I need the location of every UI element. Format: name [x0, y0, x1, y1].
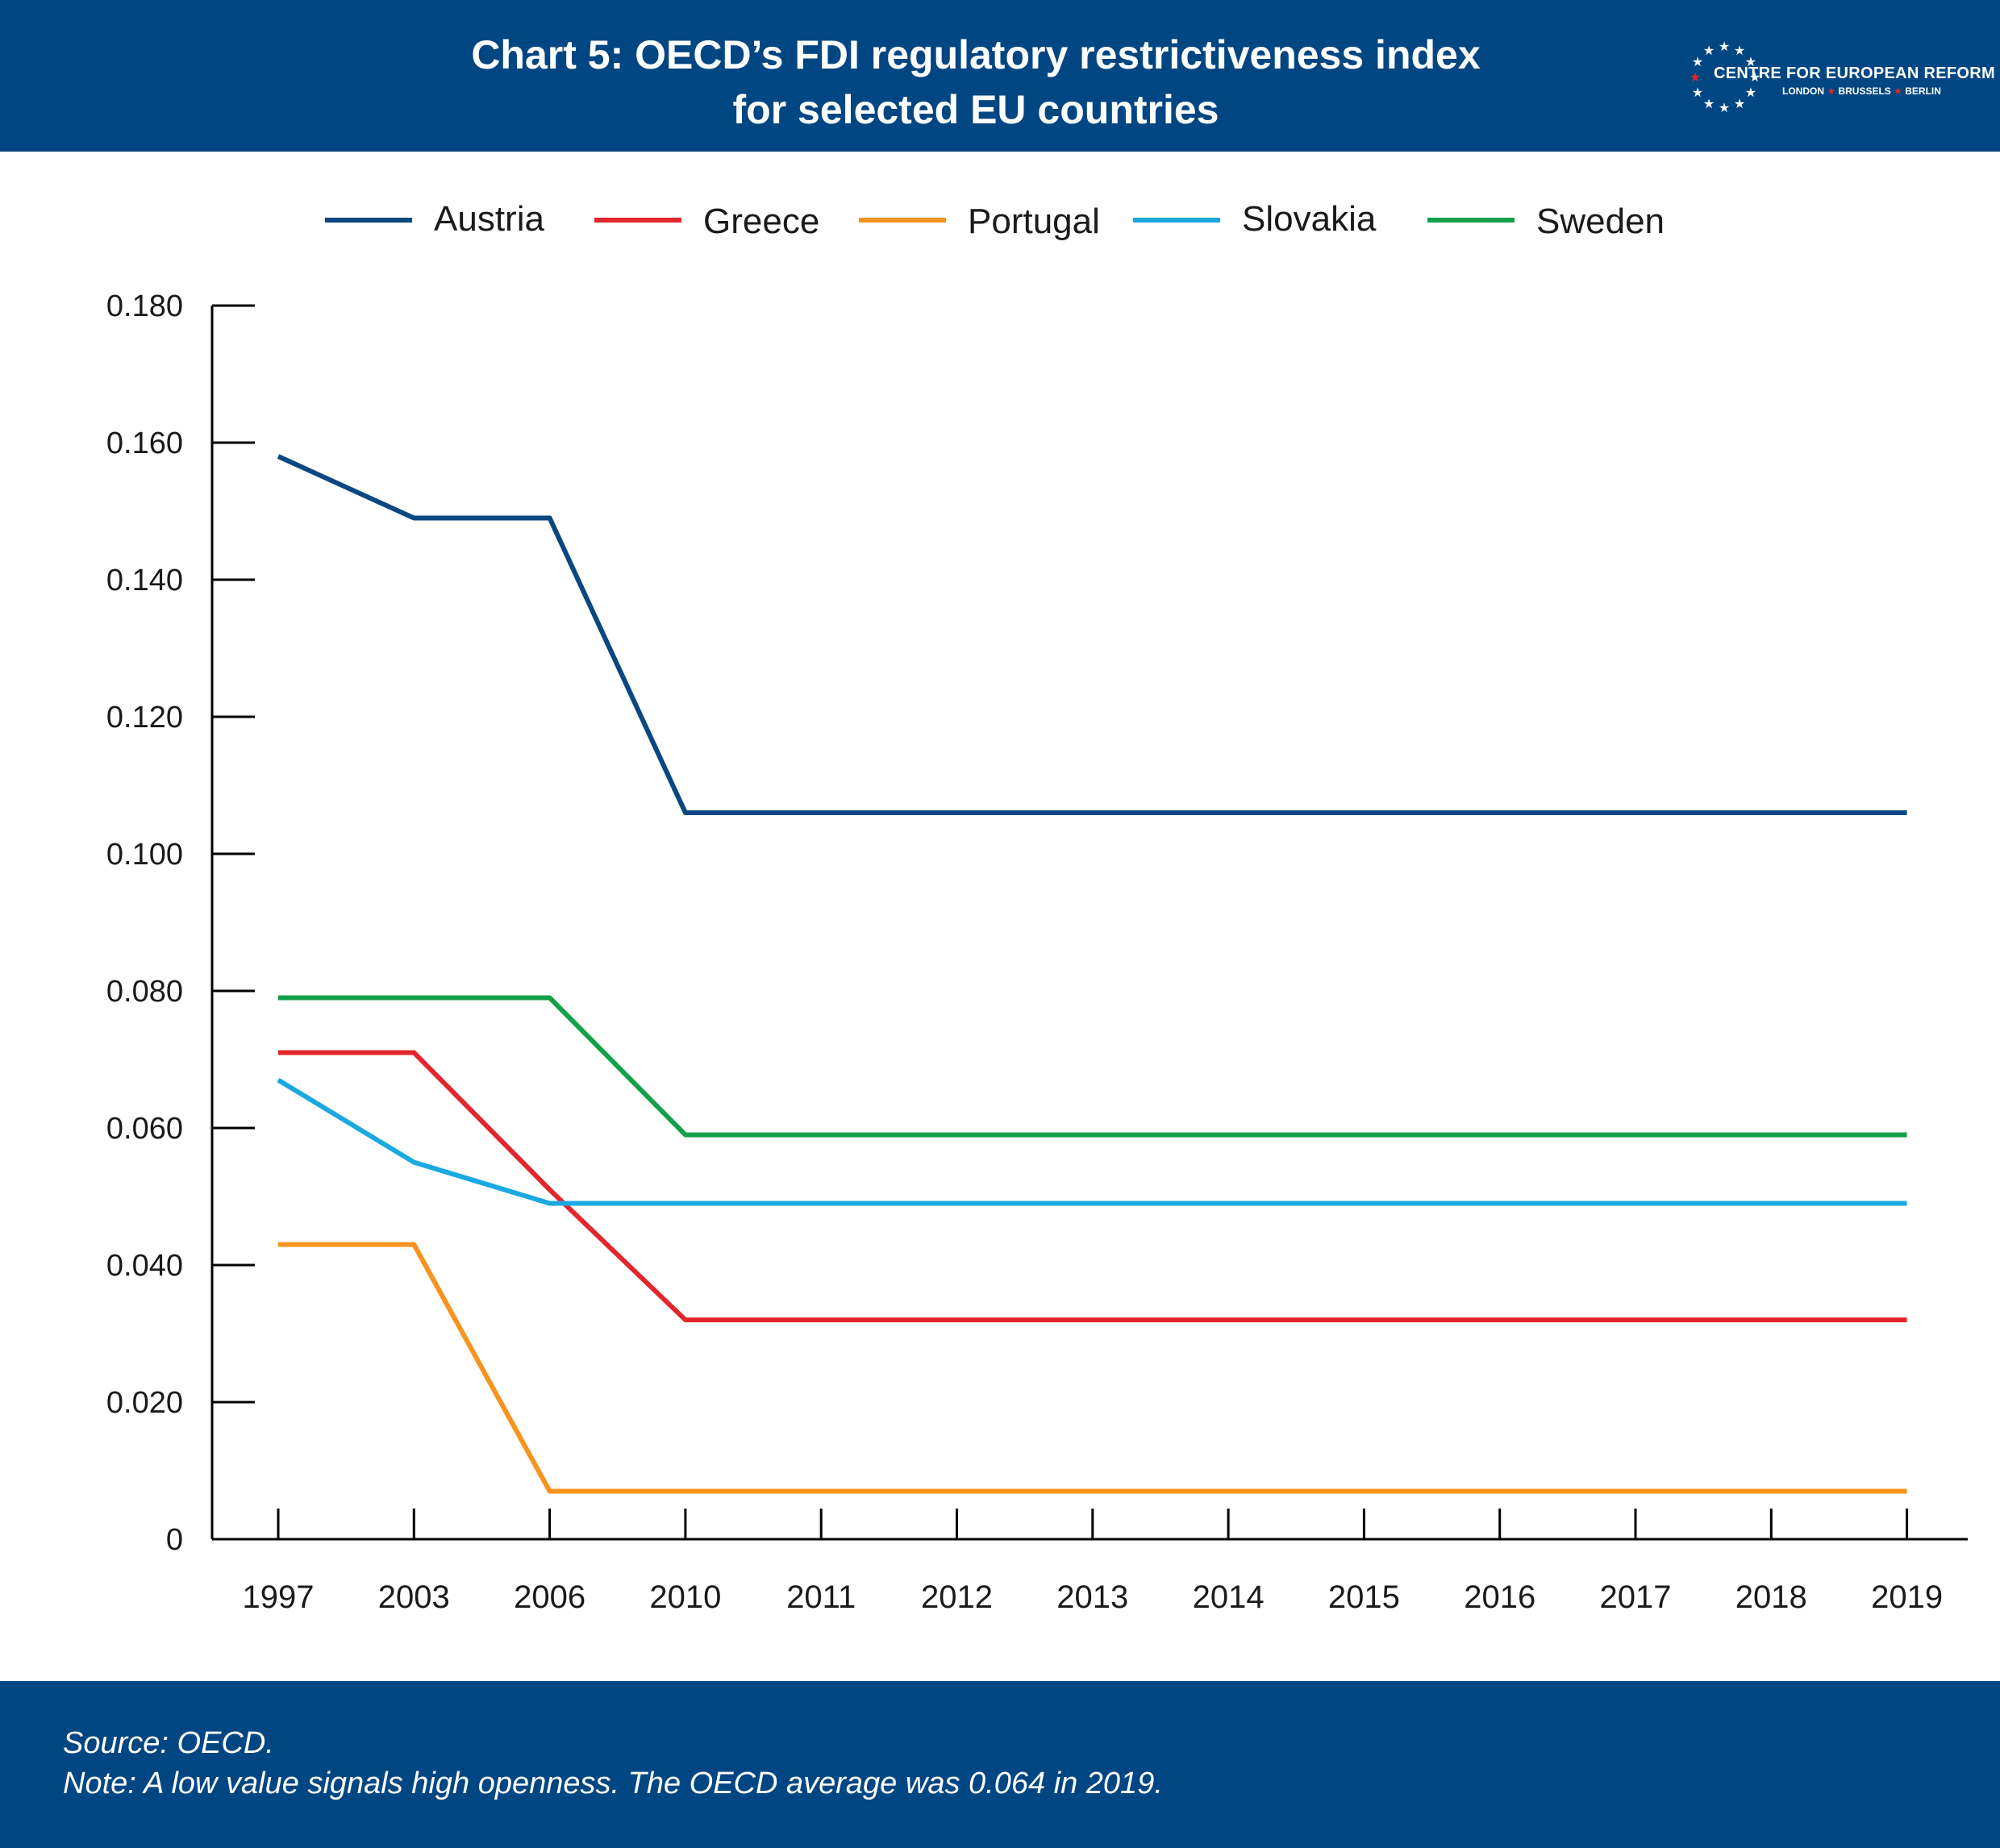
- y-tick-label: 0.080: [106, 975, 183, 1009]
- legend: Austria Greece Portugal Slovakia Sweden: [325, 199, 1665, 241]
- logo-star-icon: ★: [1749, 71, 1760, 85]
- series-line-slovakia: [277, 1077, 1907, 1206]
- chart-title-line-2: for selected EU countries: [732, 87, 1219, 132]
- logo-star-icon: ★: [1703, 44, 1715, 58]
- legend-item-greece: Greece: [594, 202, 819, 241]
- y-tick-label: 0.120: [106, 701, 183, 735]
- series-lines: [277, 454, 1907, 1494]
- logo-star-icon: ★: [1690, 71, 1701, 85]
- x-tick-label: 2018: [1735, 1580, 1807, 1615]
- x-tick-label: 2011: [786, 1580, 856, 1615]
- logo-star-icon: ★: [1734, 98, 1745, 111]
- x-tick-label: 2010: [649, 1580, 721, 1615]
- legend-label: Sweden: [1536, 202, 1665, 241]
- logo-star-icon: ★: [1734, 44, 1745, 58]
- x-tick-label: 2013: [1056, 1580, 1128, 1615]
- logo-star-icon: ★: [1719, 40, 1730, 54]
- chart-title-line-1: Chart 5: OECD’s FDI regulatory restricti…: [471, 32, 1481, 77]
- x-tick-label: 1997: [243, 1580, 315, 1615]
- logo-separator-icon: ★: [1894, 85, 1902, 97]
- y-tick-label: 0.160: [106, 427, 183, 460]
- line-chart: Austria Greece Portugal Slovakia Sweden 0 0.0…: [106, 199, 1968, 1615]
- legend-label: Slovakia: [1242, 199, 1377, 239]
- logo-separator-icon: ★: [1827, 85, 1836, 97]
- series-line-austria: [277, 454, 1907, 815]
- logo-star-icon: ★: [1703, 98, 1715, 111]
- logo-star-icon: ★: [1692, 56, 1703, 69]
- x-tick-label: 2003: [378, 1580, 450, 1615]
- legend-item-slovakia: Slovakia: [1133, 199, 1377, 239]
- cer-logo-stars-icon: ★ ★★★★★★★★★★★: [1690, 40, 1760, 115]
- legend-item-sweden: Sweden: [1427, 202, 1665, 241]
- y-tick-label: 0.140: [106, 564, 183, 597]
- logo-star-icon: ★: [1745, 56, 1756, 69]
- legend-label: Portugal: [968, 202, 1100, 241]
- logo-name: CENTRE FOR EUROPEAN REFORM: [1714, 65, 1995, 82]
- logo-city: LONDON: [1782, 85, 1824, 97]
- y-tick-label: 0.040: [106, 1249, 183, 1283]
- legend-item-portugal: Portugal: [859, 202, 1100, 241]
- legend-label: Greece: [703, 202, 819, 241]
- chart-footer: Source: OECD. Note: A low value signals …: [0, 1681, 2000, 1848]
- y-tick-label: 0.180: [106, 289, 183, 323]
- logo-star-icon: ★: [1745, 86, 1756, 100]
- y-tick-label: 0.060: [106, 1112, 183, 1146]
- y-tick-label: 0.100: [106, 838, 183, 872]
- source-note: Source: OECD.: [63, 1726, 274, 1760]
- logo-city: BRUSSELS: [1838, 85, 1891, 97]
- logo-cities: LONDON ★ BRUSSELS ★ BERLIN: [1782, 85, 1941, 97]
- series-line-sweden: [278, 995, 1907, 1138]
- x-tick-label: 2014: [1193, 1580, 1265, 1615]
- y-axis: 0 0.020 0.040 0.060 0.080 0.100 0.120 0.140 0.16…: [106, 289, 255, 1557]
- x-axis: 1997 2003 2006 2010 2011 2012 2013 2014 2015 2016…: [212, 1509, 1968, 1615]
- x-tick-label: 2012: [921, 1580, 993, 1615]
- x-tick-label: 2019: [1871, 1580, 1943, 1615]
- series-line-portugal: [278, 1242, 1907, 1494]
- logo-star-icon: ★: [1719, 102, 1730, 115]
- logo-star-icon: ★: [1692, 86, 1703, 100]
- legend-label: Austria: [434, 199, 544, 239]
- x-tick-label: 2006: [514, 1580, 585, 1615]
- y-tick-label: 0.020: [106, 1386, 183, 1420]
- series-line-greece: [278, 1050, 1907, 1322]
- x-tick-label: 2015: [1328, 1580, 1400, 1615]
- chart-header: Chart 5: OECD’s FDI regulatory restricti…: [0, 0, 2000, 152]
- legend-item-austria: Austria: [325, 199, 544, 239]
- y-tick-label: 0: [166, 1523, 183, 1557]
- logo-city: BERLIN: [1905, 85, 1941, 97]
- x-tick-label: 2017: [1600, 1580, 1672, 1615]
- x-tick-label: 2016: [1464, 1580, 1535, 1615]
- chart-note: Note: A low value signals high openness.…: [63, 1767, 1163, 1800]
